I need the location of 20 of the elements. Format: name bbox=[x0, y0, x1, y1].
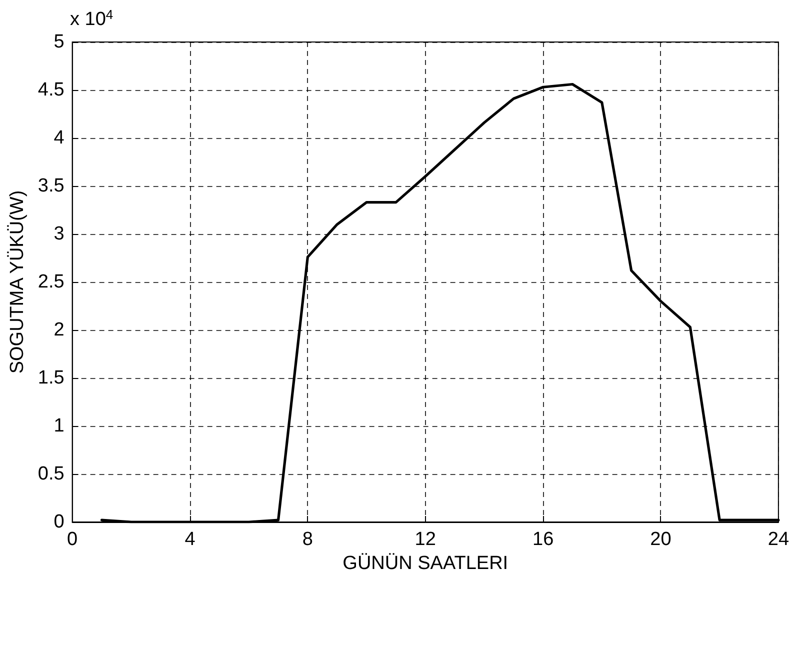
x-tick-label: 12 bbox=[414, 529, 436, 550]
y-tick-label: 2 bbox=[54, 320, 64, 340]
y-tick-label: 0.5 bbox=[38, 464, 64, 484]
y-tick-label: 1.5 bbox=[38, 368, 64, 388]
x-tick-label: 24 bbox=[768, 529, 790, 550]
y-tick-label: 1 bbox=[54, 416, 64, 436]
x-tick-label: 8 bbox=[302, 529, 313, 550]
x-tick-label: 0 bbox=[67, 529, 78, 550]
x-axis-title: GÜNÜN SAATLERI bbox=[342, 552, 508, 574]
y-tick-label: 4.5 bbox=[38, 80, 64, 100]
y-tick-label: 4 bbox=[54, 128, 65, 148]
y-tick-label: 3.5 bbox=[38, 176, 64, 196]
y-tick-label: 2.5 bbox=[38, 272, 64, 292]
x-tick-label: 16 bbox=[532, 529, 554, 550]
x-tick-label: 4 bbox=[184, 529, 196, 550]
y-tick-label: 0 bbox=[54, 512, 64, 532]
y-axis-title: SOGUTMA YÜKÜ(W) bbox=[7, 190, 28, 374]
y-tick-label: 5 bbox=[54, 32, 64, 52]
x-tick-label: 20 bbox=[650, 529, 672, 550]
y-tick-label: 3 bbox=[54, 224, 64, 244]
